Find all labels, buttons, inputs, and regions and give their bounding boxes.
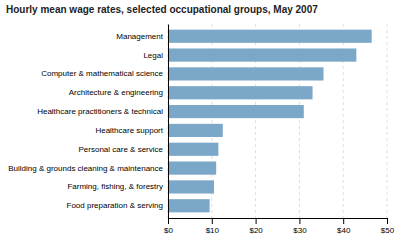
bar	[168, 143, 218, 156]
x-tick-mark	[299, 218, 300, 224]
y-tick-label: Management	[116, 32, 163, 41]
chart-svg: Hourly mean wage rates, selected occupat…	[0, 0, 401, 238]
x-tick: $10	[206, 218, 220, 235]
y-tick: Farming, fishing, & forestry	[67, 182, 168, 191]
x-tick-mark	[212, 218, 213, 224]
y-tick-label: Food preparation & serving	[67, 201, 164, 210]
y-tick-label: Farming, fishing, & forestry	[67, 182, 163, 191]
chart-title: Hourly mean wage rates, selected occupat…	[6, 4, 318, 15]
y-axis-line	[168, 25, 169, 219]
bars	[168, 30, 372, 213]
bar	[168, 48, 356, 61]
grid-line	[387, 24, 388, 218]
y-tick: Architecture & engineering	[69, 88, 168, 97]
y-axis: Food preparation & serving Farming, fishi…	[8, 25, 168, 219]
x-tick: $30	[293, 218, 307, 235]
x-tick-mark	[387, 218, 388, 224]
y-tick-label: Architecture & engineering	[69, 88, 163, 97]
x-tick-label: $30	[293, 226, 307, 235]
y-tick-label: Healthcare practitioners & technical	[37, 107, 163, 116]
bar	[168, 105, 304, 118]
x-tick-label: $0	[164, 226, 173, 235]
y-tick: Healthcare support	[95, 126, 168, 135]
x-tick-mark	[168, 218, 169, 224]
x-tick: $40	[337, 218, 351, 235]
y-tick: Personal care & service	[79, 145, 168, 154]
bar	[168, 30, 372, 43]
x-tick-label: $40	[337, 226, 351, 235]
y-tick: Legal	[143, 51, 168, 60]
y-tick-label: Computer & mathematical science	[41, 69, 163, 78]
x-tick-mark	[343, 218, 344, 224]
chart-container: Hourly mean wage rates, selected occupat…	[0, 0, 401, 238]
y-tick: Management	[116, 32, 168, 41]
x-tick-label: $20	[249, 226, 263, 235]
bar	[168, 199, 210, 212]
x-axis-line	[169, 219, 388, 225]
grid	[168, 24, 387, 218]
bar	[168, 161, 216, 174]
x-tick: $20	[249, 218, 263, 235]
y-tick-label: Building & grounds cleaning & maintenanc…	[8, 164, 163, 173]
bar	[168, 86, 313, 99]
x-tick: $50	[381, 218, 395, 235]
y-tick: Computer & mathematical science	[41, 69, 168, 78]
x-tick-mark	[256, 218, 257, 224]
grid-line	[168, 24, 169, 218]
y-tick: Healthcare practitioners & technical	[37, 107, 168, 116]
bar	[168, 67, 323, 80]
y-tick: Food preparation & serving	[67, 201, 169, 210]
x-tick-label: $10	[206, 226, 220, 235]
y-tick-label: Healthcare support	[95, 126, 163, 135]
x-tick-label: $50	[381, 226, 395, 235]
bar	[168, 124, 223, 137]
x-axis: $0 $10 $20 $30 $40 $50	[164, 218, 395, 235]
y-tick-label: Legal	[143, 51, 163, 60]
y-tick-label: Personal care & service	[79, 145, 164, 154]
bar	[168, 180, 214, 193]
x-tick: $0	[164, 218, 173, 235]
y-tick: Building & grounds cleaning & maintenanc…	[8, 164, 168, 173]
